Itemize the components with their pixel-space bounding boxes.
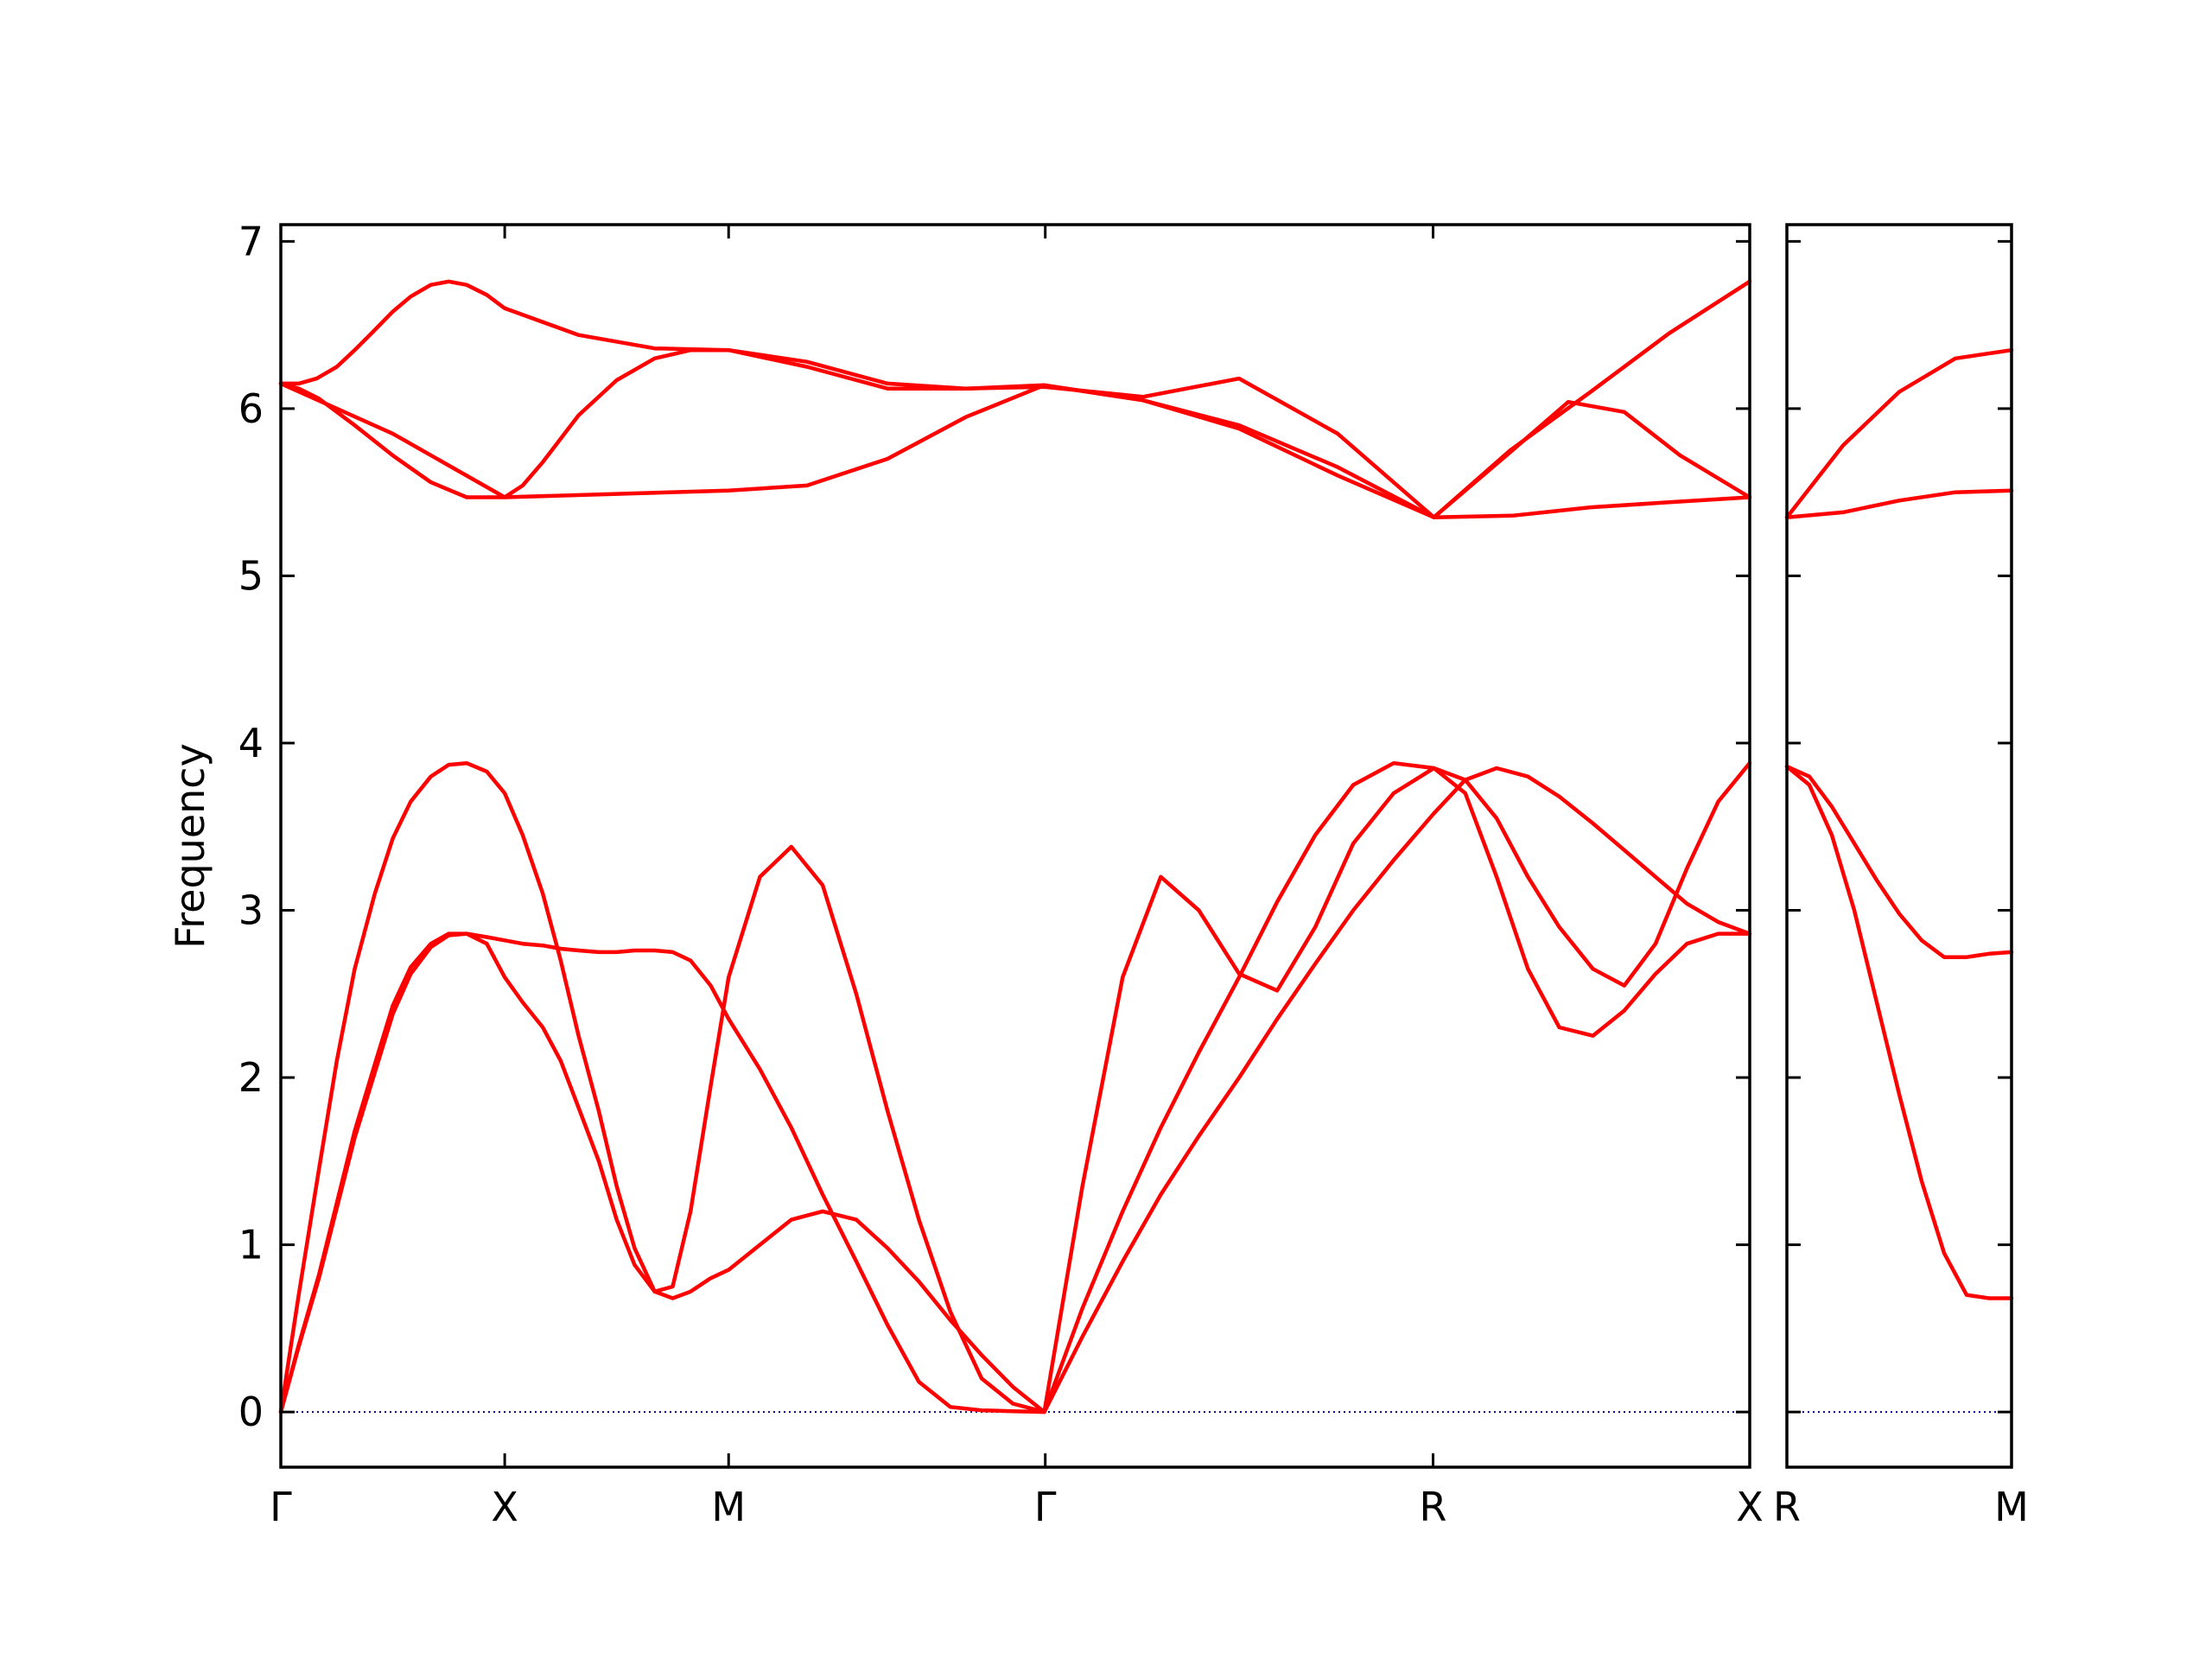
band-line-3 (278, 760, 1752, 1414)
y-axis-title: Frequency (167, 743, 213, 949)
x-tick-label: X (1736, 1484, 1764, 1530)
y-tick-label: 2 (238, 1054, 264, 1101)
plot-frame (1785, 223, 2013, 1469)
x-tick-label: X (491, 1484, 518, 1530)
band-line-5 (278, 760, 1752, 1414)
x-tick-label: M (1994, 1484, 2029, 1530)
y-tick-label: 0 (238, 1389, 264, 1435)
band-line-2 (278, 381, 1752, 519)
y-tick-label: 7 (238, 218, 264, 264)
y-tick-label: 1 (238, 1222, 264, 1268)
x-tick-label: Γ (1034, 1484, 1057, 1530)
main-panel: 0 1 2 3 4 5 6 7 Γ X M Γ R X (238, 218, 1764, 1530)
plot-frame (279, 223, 1751, 1469)
band-line-7 (1784, 488, 2014, 519)
x-tick-label: R (1420, 1484, 1447, 1530)
band-line-1 (278, 347, 1752, 519)
x-tick-label: R (1773, 1484, 1801, 1530)
y-tick-label: 3 (238, 887, 264, 934)
band-line-9 (1784, 764, 2014, 1300)
band-line-0 (278, 279, 1752, 519)
y-tick-label: 4 (238, 720, 264, 766)
y-tick-label: 6 (238, 385, 264, 432)
y-tick-label: 5 (238, 552, 264, 599)
band-line-6 (1784, 347, 2014, 519)
band-line-4 (278, 766, 1752, 1414)
x-tick-label: Γ (270, 1484, 292, 1530)
band-line-8 (1784, 764, 2014, 959)
x-tick-label: M (711, 1484, 746, 1530)
